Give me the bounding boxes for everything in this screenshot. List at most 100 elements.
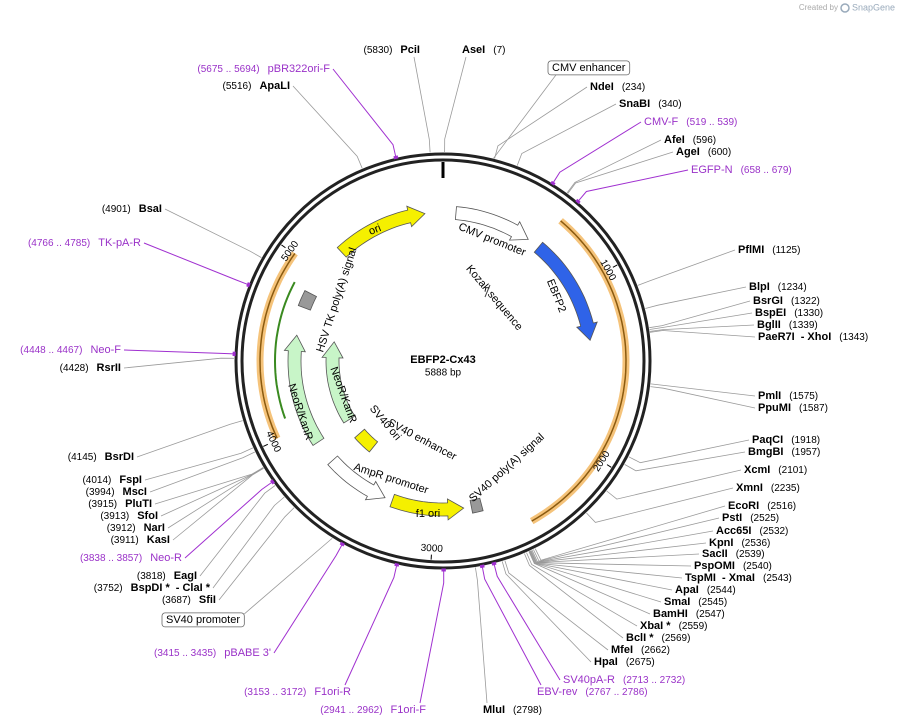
leader-line — [332, 68, 397, 158]
region-label-box — [161, 612, 245, 628]
enzyme-name: SfoI — [137, 510, 158, 522]
enzyme-label: AgeI (600) — [676, 146, 731, 158]
enzyme-name: PstI — [722, 512, 742, 524]
neor-outer-arrow — [283, 334, 325, 446]
primer-mark — [393, 155, 399, 160]
enzyme-name: ApaLI — [259, 80, 290, 92]
enzyme-name: PmlI — [758, 390, 781, 402]
enzyme-label: (3994) MscI — [86, 486, 147, 498]
hsv-tk-polya-box — [297, 290, 318, 311]
plasmid-size: 5888 bp — [425, 368, 462, 379]
leader-line — [143, 242, 249, 286]
enzyme-position: (4014) — [82, 475, 111, 486]
enzyme-name: PspOMI — [694, 560, 735, 572]
enzyme-name: FspI — [119, 474, 142, 486]
scale-tick-label: 3000 — [420, 543, 443, 555]
enzyme-name: MluI — [483, 704, 505, 716]
leader-line — [628, 439, 750, 464]
kozak-mark — [484, 284, 491, 298]
leader-line — [475, 567, 488, 704]
leader-line — [566, 139, 662, 194]
enzyme-name: BsrGI — [753, 295, 783, 307]
region-leader — [244, 537, 333, 615]
enzyme-label: MluI (2798) — [483, 704, 542, 716]
watermark-icon — [840, 3, 850, 13]
enzyme-position: (1343) — [839, 332, 868, 343]
leader-line — [567, 151, 674, 194]
leader-line — [273, 543, 343, 654]
primer-name: F1ori-F — [391, 704, 427, 716]
enzyme-name: PluTI — [125, 498, 152, 510]
primer-mark — [491, 561, 497, 566]
leader-line — [524, 553, 624, 639]
leader-line — [501, 561, 592, 663]
leader-line — [649, 324, 755, 332]
enzyme-label: (3915) PluTI — [88, 498, 152, 510]
leader-line — [504, 560, 609, 651]
enzyme-label: (4428) RsrII — [60, 362, 121, 374]
primer-range: (658 .. 679) — [741, 165, 792, 176]
enzyme-name2: - XmaI — [722, 572, 755, 584]
enzyme-label: (3687) SfiI — [162, 594, 216, 606]
ampr-promoter-arrow — [327, 455, 386, 501]
scale-tick-label: 5000 — [279, 239, 301, 264]
enzyme-label: (3818) EagI — [137, 570, 197, 582]
enzyme-position: (3915) — [88, 499, 117, 510]
enzyme-name: KpnI — [709, 537, 733, 549]
primer-label: (4766 .. 4785) TK-pA-R — [28, 237, 141, 249]
enzyme-name: EcoRI — [728, 500, 759, 512]
scale-tick — [612, 264, 618, 268]
enzyme-position: (340) — [658, 99, 681, 110]
enzyme-position: (1587) — [799, 403, 828, 414]
leader-line — [526, 552, 638, 627]
enzyme-label: BmgBI (1957) — [748, 446, 820, 458]
primer-range: (3838 .. 3857) — [80, 553, 142, 564]
enzyme-position: (7) — [493, 45, 505, 56]
enzyme-label: (5830) PciI — [364, 44, 420, 56]
feature-label: SV40 poly(A) signal — [467, 431, 547, 505]
leader-line — [606, 469, 742, 500]
enzyme-label: KpnI (2536) — [709, 537, 770, 549]
enzyme-position: (4901) — [102, 204, 131, 215]
leader-line — [184, 481, 273, 559]
enzyme-position: (2539) — [736, 549, 765, 560]
sv40-ori-box — [354, 428, 379, 453]
primer-mark — [270, 479, 276, 485]
enzyme-label: EcoRI (2516) — [728, 500, 796, 512]
scale-tick — [606, 464, 612, 468]
enzyme-label: BglII (1339) — [757, 319, 818, 331]
enzyme-position: (2544) — [707, 585, 736, 596]
enzyme-label: BspEI (1330) — [755, 307, 823, 319]
enzyme-label: PaeR7I - XhoI (1343) — [758, 331, 868, 343]
primer-label: EBV-rev (2767 .. 2786) — [537, 686, 648, 698]
scale-tick — [263, 443, 269, 447]
primer-mark — [394, 562, 400, 567]
primer-name: SV40pA-R — [563, 674, 615, 686]
ori-arrow — [336, 205, 426, 258]
primer-label: (4448 .. 4467) Neo-F — [20, 344, 121, 356]
enzyme-position: (1322) — [791, 296, 820, 307]
orf-line-green — [273, 281, 296, 419]
primer-name: EGFP-N — [691, 164, 733, 176]
enzyme-name: KasI — [147, 534, 170, 546]
watermark-prefix: Created by — [799, 3, 838, 12]
enzyme-name: BsaI — [139, 203, 162, 215]
leader-line — [154, 467, 264, 505]
leader-line — [528, 551, 651, 615]
enzyme-name: AfeI — [664, 134, 685, 146]
enzyme-position: (2569) — [662, 633, 691, 644]
enzyme-name: AseI — [462, 44, 485, 56]
enzyme-label: PflMI (1125) — [738, 244, 800, 256]
leader-line — [444, 56, 467, 153]
leader-line — [531, 530, 714, 563]
primer-mark — [550, 180, 556, 186]
enzyme-label: (4145) BsrDI — [68, 451, 134, 463]
leader-line — [534, 505, 726, 561]
enzyme-name: ApaI — [675, 584, 699, 596]
leader-line — [292, 85, 363, 169]
primer-mark — [339, 541, 345, 547]
enzyme-label: (3913) SfoI — [100, 510, 158, 522]
enzyme-label: PspOMI (2540) — [694, 560, 772, 572]
orf-line — [259, 252, 296, 439]
enzyme-name: PpuMI — [758, 402, 791, 414]
